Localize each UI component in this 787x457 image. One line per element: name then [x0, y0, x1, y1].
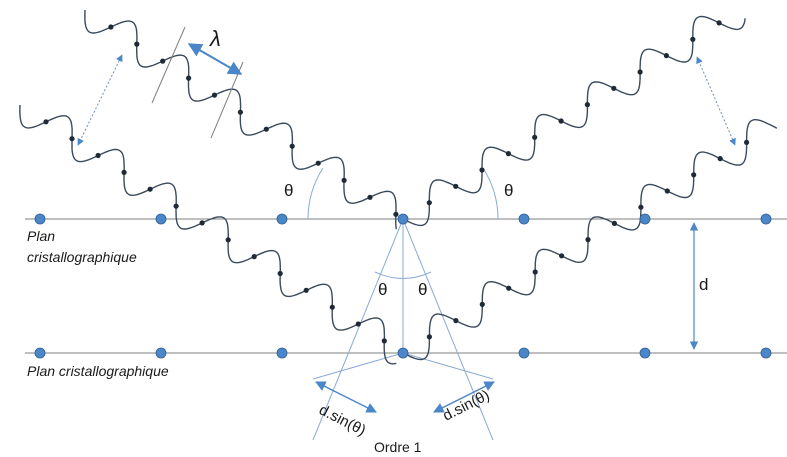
incident-wave-lower-node — [381, 338, 387, 344]
incident-wave-upper-node — [160, 58, 166, 64]
theta-arc-right — [482, 167, 499, 220]
incident-wave-upper-node — [186, 75, 192, 81]
theta-label-right: θ — [504, 181, 513, 200]
atom-top-1 — [34, 213, 46, 225]
incident-wave-lower-node — [121, 169, 127, 175]
incident-wave-upper-node — [289, 143, 295, 149]
reflected-wave-upper-node — [611, 85, 617, 91]
reflected-wave-upper-node — [532, 134, 538, 140]
reflected-wave-lower-node — [479, 301, 485, 307]
incident-wave-upper-node — [315, 160, 321, 166]
reflected-wave-upper-node — [479, 167, 485, 173]
reflected-wave-lower-node — [559, 253, 565, 259]
reflected-wave-lower-node — [453, 318, 459, 324]
reflected-wave-upper — [402, 15, 746, 227]
reflected-wave-lower-node — [638, 204, 644, 210]
reflected-wave-lower-node — [426, 334, 432, 340]
atom-top-6 — [639, 213, 651, 225]
incident-wave-lower-node — [43, 119, 49, 125]
plane-label-bottom: Plan cristallographique — [27, 363, 169, 379]
incident-wave-upper-node — [393, 211, 399, 217]
waves — [19, 9, 778, 365]
incident-wave-lower-node — [303, 287, 309, 293]
incident-wave-lower-node — [329, 304, 335, 310]
wavelength-marker: λ — [151, 26, 244, 139]
spacing-label: d — [699, 275, 708, 294]
incident-wave-upper-node — [134, 41, 140, 47]
theta-label-lower-right: θ — [418, 280, 427, 299]
incident-wave-lower-node — [173, 203, 179, 209]
theta-arc-lower — [374, 271, 432, 279]
wavelength-label: λ — [209, 26, 221, 51]
incident-wave-upper-node — [108, 24, 114, 30]
reflected-wave-upper-node — [453, 183, 459, 189]
order-label: Ordre 1 — [374, 439, 422, 455]
plane-label-top-line1: Plan — [27, 228, 55, 244]
atom-bottom-4 — [397, 347, 409, 359]
reflected-wave-upper-node — [690, 36, 696, 42]
incident-wave-lower-node — [251, 254, 257, 260]
incident-wave-lower-node — [277, 270, 283, 277]
incident-wave-lower-node — [225, 237, 231, 243]
theta-arc-left — [307, 167, 324, 220]
plane-label-top: Plan cristallographique — [27, 228, 137, 265]
incident-wave-upper-node — [211, 92, 218, 98]
reflected-wave-lower-node — [532, 269, 538, 275]
angle-arcs — [307, 167, 499, 279]
reflected-wave-upper-node — [637, 69, 643, 75]
reflected-wave-upper-node — [663, 53, 670, 59]
incident-wave-upper-node — [341, 177, 347, 183]
wavefront-arrow-left — [77, 54, 123, 146]
atom-bottom-1 — [34, 347, 46, 359]
path-diff-arrow-right — [433, 381, 495, 413]
atom-bottom-6 — [639, 347, 651, 359]
plane-label-top-line2: cristallographique — [27, 249, 137, 265]
atom-bottom-2 — [155, 347, 167, 359]
reflected-wave-upper-node — [716, 20, 722, 26]
incident-wave-upper-node — [367, 194, 373, 200]
incident-wave-lower-node — [95, 152, 101, 159]
atom-bottom-3 — [276, 347, 288, 359]
theta-label-left: θ — [284, 181, 293, 200]
path-diff-arrow-left — [315, 381, 377, 413]
reflected-wave-upper-node — [584, 102, 591, 108]
reflected-wave-lower-node — [585, 237, 591, 243]
reflected-wave-lower-node — [664, 188, 670, 194]
atom-bottom-5 — [518, 347, 530, 359]
incident-wave-lower-node — [69, 136, 75, 142]
atom-top-4 — [397, 213, 409, 225]
reflected-wave-upper-node — [426, 200, 432, 206]
atom-top-3 — [276, 213, 288, 225]
incident-wave-lower-node — [147, 186, 153, 192]
reflected-wave-lower-node — [506, 285, 512, 291]
atom-top-5 — [518, 213, 530, 225]
incident-wave-lower-node — [355, 321, 361, 327]
incident-wave-lower — [19, 104, 397, 365]
reflected-wave-lower-node — [691, 172, 697, 178]
incident-wave-upper-node — [237, 109, 243, 115]
atoms — [34, 213, 772, 359]
incident-wave-upper — [84, 9, 397, 230]
incident-wave-upper-node — [263, 126, 269, 132]
incident-wave-lower-node — [199, 220, 205, 226]
theta-label-lower-left: θ — [378, 280, 387, 299]
atom-top-2 — [155, 213, 167, 225]
reflected-wave-lower-node — [744, 139, 750, 145]
path-diff-label-left: d.sin(θ) — [316, 401, 368, 439]
reflected-wave-lower-node — [611, 220, 618, 226]
atom-bottom-7 — [760, 347, 772, 359]
reflected-wave-upper-node — [558, 118, 564, 124]
wavelength-arrow — [187, 43, 243, 75]
reflected-wave-lower-node — [717, 156, 723, 162]
atom-top-7 — [760, 213, 772, 225]
wavefront-arrow-right — [696, 56, 736, 146]
reflected-wave-upper-node — [505, 151, 511, 157]
